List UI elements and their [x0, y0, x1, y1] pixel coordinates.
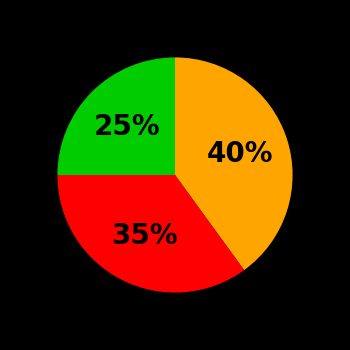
- Text: 40%: 40%: [206, 140, 273, 168]
- Text: 35%: 35%: [111, 222, 177, 250]
- Text: 25%: 25%: [93, 113, 160, 141]
- Wedge shape: [57, 175, 244, 293]
- Wedge shape: [175, 57, 293, 270]
- Wedge shape: [57, 57, 175, 175]
